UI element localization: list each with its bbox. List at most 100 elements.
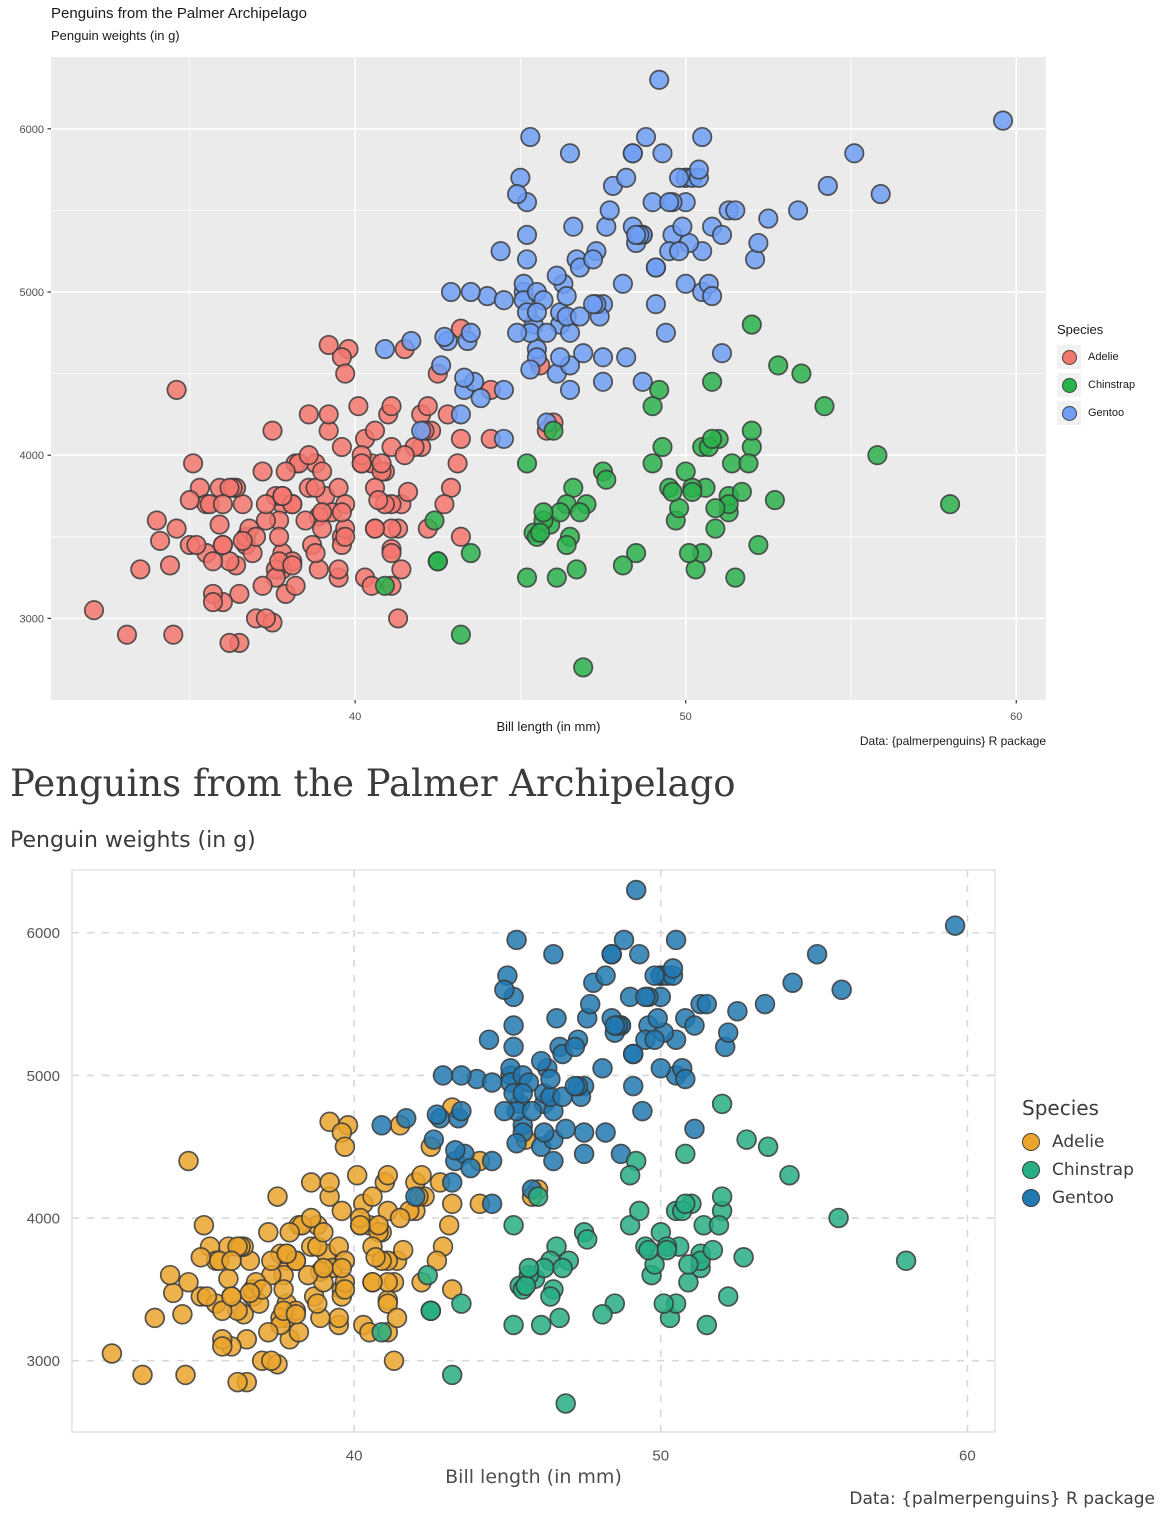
- data-point-gentoo: [550, 347, 571, 368]
- data-point-adelie: [172, 1304, 193, 1325]
- data-point-adelie: [159, 555, 181, 576]
- data-point-adelie: [331, 1200, 353, 1222]
- data-point-adelie: [389, 1207, 411, 1229]
- data-point-gentoo: [540, 1068, 561, 1090]
- data-point-adelie: [232, 530, 253, 551]
- data-point-gentoo: [423, 1129, 445, 1150]
- data-point-gentoo: [944, 915, 966, 936]
- data-point-gentoo: [481, 1072, 503, 1093]
- data-point-chinstrap: [733, 1247, 754, 1268]
- data-point-gentoo: [503, 1015, 524, 1036]
- data-point-gentoo: [512, 1082, 534, 1104]
- data-point-chinstrap: [530, 1314, 552, 1336]
- data-point-chinstrap: [371, 1321, 392, 1343]
- data-point-gentoo: [493, 428, 514, 449]
- data-point-gentoo: [659, 192, 680, 213]
- data-point-gentoo: [604, 1015, 626, 1036]
- data-point-gentoo: [599, 200, 620, 221]
- data-point-chinstrap: [757, 1136, 779, 1157]
- data-point-gentoo: [595, 1122, 616, 1143]
- data-point-adelie: [391, 559, 412, 580]
- data-point-gentoo: [530, 1050, 552, 1072]
- data-point-adelie: [364, 518, 386, 539]
- data-point-adelie: [381, 543, 402, 564]
- data-point-chinstrap: [420, 1300, 442, 1322]
- data-point-chinstrap: [460, 543, 481, 564]
- data-point-chinstrap: [867, 445, 888, 466]
- data-point-adelie: [300, 1207, 322, 1229]
- data-point-gentoo: [650, 1058, 672, 1079]
- data-point-gentoo: [478, 1029, 500, 1050]
- data-point-chinstrap: [711, 1093, 733, 1115]
- legend-item-adelie: Adelie: [1057, 345, 1163, 369]
- data-point-chinstrap: [652, 436, 673, 458]
- data-point-adelie: [392, 1239, 414, 1261]
- data-point-gentoo: [583, 249, 604, 270]
- data-point-gentoo: [431, 355, 452, 376]
- data-point-adelie: [282, 555, 303, 576]
- data-point-chinstrap: [533, 502, 554, 523]
- data-point-adelie: [202, 551, 224, 572]
- data-point-gentoo: [645, 294, 666, 315]
- y-tick-label: 3000: [27, 1353, 60, 1370]
- x-tick-label: 60: [959, 1447, 976, 1464]
- legend-label: Adelie: [1088, 351, 1119, 363]
- data-point-chinstrap: [738, 453, 759, 474]
- data-point-gentoo: [844, 143, 865, 164]
- data-point-adelie: [285, 1304, 307, 1325]
- data-point-adelie: [411, 1164, 432, 1186]
- data-point-adelie: [349, 1214, 371, 1236]
- data-point-gentoo: [564, 1036, 586, 1058]
- data-point-adelie: [279, 1222, 300, 1243]
- data-point-adelie: [262, 420, 283, 441]
- data-point-gentoo: [647, 1008, 668, 1029]
- data-point-gentoo: [817, 175, 838, 196]
- data-point-adelie: [252, 575, 273, 596]
- data-point-adelie: [377, 1293, 399, 1314]
- data-point-gentoo: [782, 972, 803, 993]
- data-point-gentoo: [510, 167, 531, 188]
- data-point-chinstrap: [576, 1229, 598, 1250]
- data-point-gentoo: [507, 322, 528, 343]
- data-point-chinstrap: [450, 624, 471, 645]
- data-point-chinstrap: [940, 494, 961, 515]
- data-point-adelie: [313, 1222, 334, 1243]
- data-point-chinstrap: [540, 1286, 561, 1307]
- data-point-adelie: [258, 1321, 279, 1343]
- data-point-adelie: [305, 543, 326, 564]
- data-point-gentoo: [569, 306, 590, 327]
- data-point-gentoo: [460, 1157, 481, 1179]
- data-point-gentoo: [632, 1100, 653, 1122]
- data-point-gentoo: [434, 326, 455, 347]
- top-legend: Species Adelie Chinstrap Gentoo: [1057, 322, 1163, 429]
- data-point-gentoo: [632, 371, 653, 392]
- data-point-gentoo: [454, 367, 475, 388]
- data-point-adelie: [381, 396, 402, 417]
- data-point-adelie: [331, 436, 352, 458]
- legend-swatch-icon: [1061, 349, 1077, 365]
- data-point-gentoo: [717, 1022, 739, 1043]
- data-point-gentoo: [470, 388, 491, 409]
- data-point-gentoo: [688, 159, 709, 180]
- data-point-gentoo: [788, 200, 809, 221]
- data-point-adelie: [275, 461, 296, 482]
- data-point-adelie: [163, 624, 184, 645]
- data-point-chinstrap: [725, 567, 746, 588]
- data-point-adelie: [193, 1214, 215, 1236]
- data-point-adelie: [190, 1247, 212, 1268]
- data-point-gentoo: [613, 929, 635, 951]
- data-point-gentoo: [426, 1104, 448, 1125]
- data-point-adelie: [212, 1336, 233, 1357]
- data-point-adelie: [362, 1186, 383, 1207]
- data-point-gentoo: [649, 69, 670, 90]
- data-point-adelie: [178, 1150, 199, 1172]
- data-point-gentoo: [622, 1075, 644, 1097]
- data-point-gentoo: [675, 273, 696, 294]
- data-point-adelie: [209, 514, 230, 535]
- data-point-gentoo: [460, 281, 481, 303]
- data-point-adelie: [175, 1364, 196, 1386]
- data-point-adelie: [441, 1193, 463, 1215]
- data-point-gentoo: [870, 184, 891, 205]
